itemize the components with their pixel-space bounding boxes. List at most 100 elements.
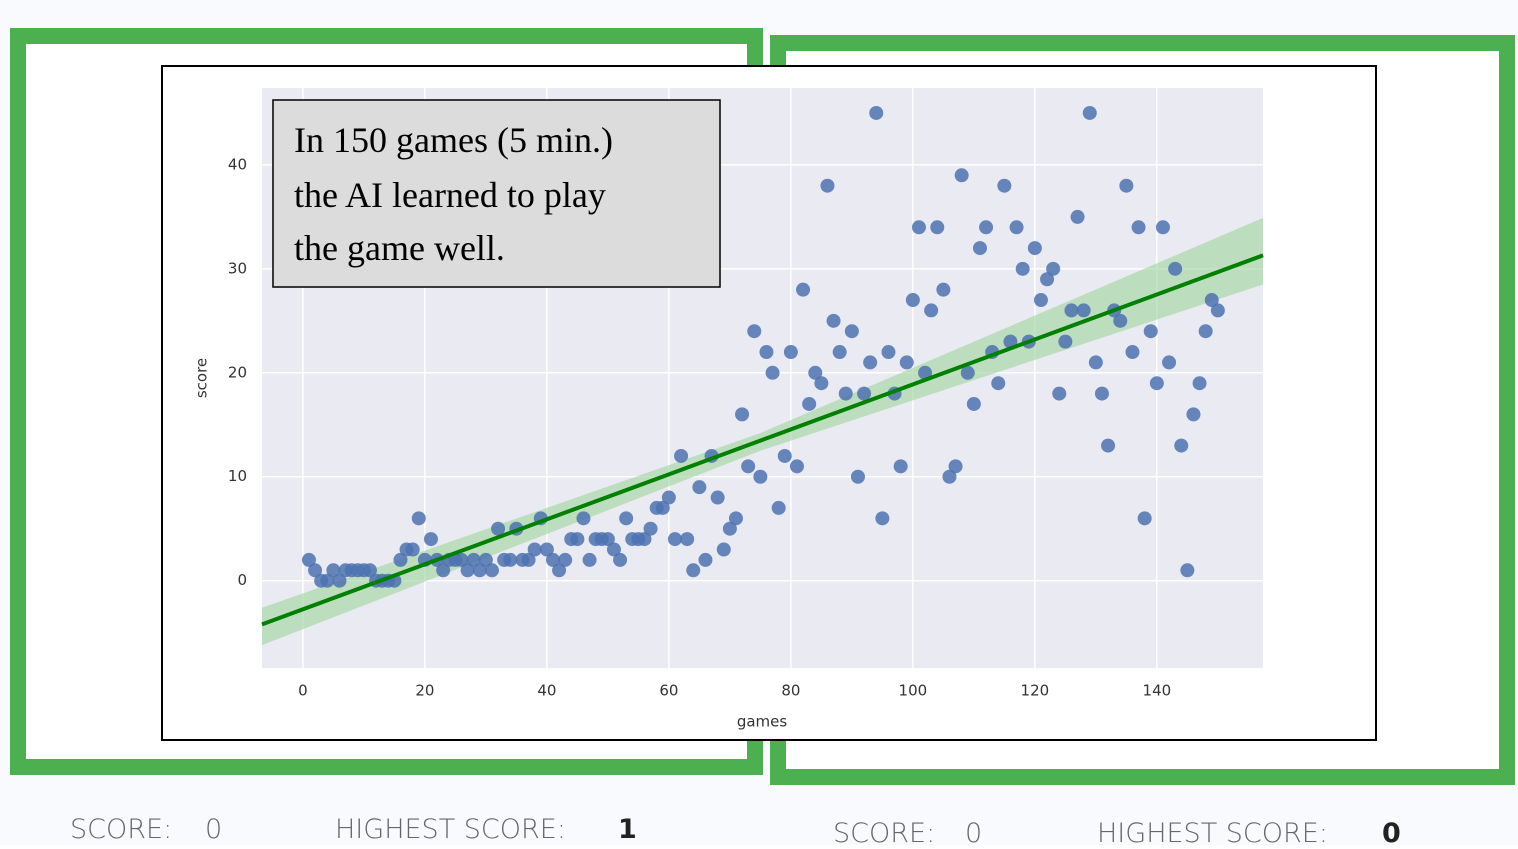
point (1168, 261, 1183, 276)
point (783, 345, 798, 360)
point (320, 573, 335, 588)
point (1180, 563, 1195, 578)
point (936, 282, 951, 297)
point (1125, 345, 1140, 360)
x-tick-label: 140 (1143, 682, 1172, 700)
point (1143, 324, 1158, 339)
point (820, 178, 835, 193)
point (911, 220, 926, 235)
point (747, 324, 762, 339)
point (600, 532, 615, 547)
point (576, 511, 591, 526)
y-axis-label: score (193, 358, 211, 398)
point (826, 313, 841, 328)
highest-label: HIGHEST SCORE: (1097, 818, 1328, 845)
point (552, 563, 567, 578)
point (948, 459, 963, 474)
point (789, 459, 804, 474)
point (1204, 293, 1219, 308)
y-tick-label: 20 (228, 363, 247, 381)
point (1131, 220, 1146, 235)
annotation-line: the AI learned to play (294, 175, 606, 215)
point (1070, 209, 1085, 224)
point (991, 376, 1006, 391)
point (643, 521, 658, 536)
point (423, 532, 438, 547)
point (667, 532, 682, 547)
point (960, 365, 975, 380)
point (545, 552, 560, 567)
point (527, 542, 542, 557)
point (301, 552, 316, 567)
point (362, 563, 377, 578)
highest-label: HIGHEST SCORE: (335, 814, 566, 845)
annotation-box (272, 99, 721, 288)
point (539, 542, 554, 557)
x-tick-label: 100 (899, 682, 928, 700)
point (954, 168, 969, 183)
point (722, 521, 737, 536)
point (613, 552, 628, 567)
point (326, 563, 341, 578)
point (411, 511, 426, 526)
point (997, 178, 1012, 193)
point (802, 396, 817, 411)
point (850, 469, 865, 484)
point (521, 552, 536, 567)
y-tick-label: 40 (228, 155, 247, 173)
point (771, 500, 786, 515)
point (436, 563, 451, 578)
point (466, 552, 481, 567)
point (1040, 272, 1055, 287)
point (1174, 438, 1189, 453)
point (1052, 386, 1067, 401)
point (1058, 334, 1073, 349)
point (918, 365, 933, 380)
point (1155, 220, 1170, 235)
point (661, 490, 676, 505)
point (1033, 293, 1048, 308)
point (869, 105, 884, 120)
annotation-line: the game well. (294, 228, 505, 268)
point (619, 511, 634, 526)
point (875, 511, 890, 526)
point (753, 469, 768, 484)
point (844, 324, 859, 339)
point (942, 469, 957, 484)
point (1088, 355, 1103, 370)
point (777, 448, 792, 463)
point (680, 532, 695, 547)
point (1027, 241, 1042, 256)
x-tick-label: 60 (659, 682, 678, 700)
point (1162, 355, 1177, 370)
point (1186, 407, 1201, 422)
point (972, 241, 987, 256)
point (881, 345, 896, 360)
score-value: 0 (205, 814, 222, 845)
point (1064, 303, 1079, 318)
point (491, 521, 506, 536)
x-tick-label: 40 (537, 682, 556, 700)
point (832, 345, 847, 360)
point (710, 490, 725, 505)
highest-value: 1 (618, 814, 637, 845)
point (893, 459, 908, 474)
point (606, 542, 621, 557)
score-label: SCORE: (833, 818, 935, 845)
point (808, 365, 823, 380)
point (478, 552, 493, 567)
x-axis-label: games (737, 713, 788, 731)
point (930, 220, 945, 235)
trend-line (261, 253, 1264, 627)
point (979, 220, 994, 235)
point (582, 552, 597, 567)
point (1046, 261, 1061, 276)
point (1113, 313, 1128, 328)
point (1210, 303, 1225, 318)
point (899, 355, 914, 370)
point (332, 573, 347, 588)
point (1149, 376, 1164, 391)
point (1094, 386, 1109, 401)
point (1009, 220, 1024, 235)
